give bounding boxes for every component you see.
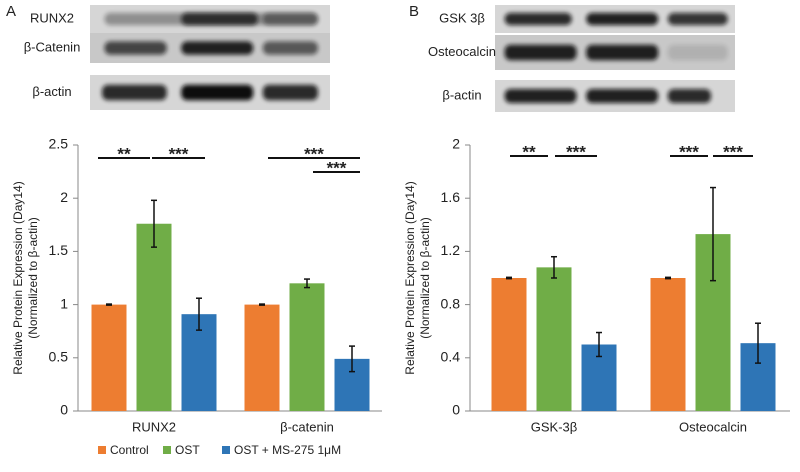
x-tick-label: RUNX2 bbox=[132, 419, 176, 434]
y-axis-label-line: (Normalized to β-actin) bbox=[418, 217, 432, 339]
blot-band bbox=[262, 12, 318, 26]
blot-label: GSK 3β bbox=[439, 10, 485, 25]
y-tick-label: 2 bbox=[452, 136, 460, 152]
blot-label: RUNX2 bbox=[30, 10, 74, 25]
blot-label: β-actin bbox=[442, 87, 481, 102]
y-axis-label: Relative Protein Expression (Day14)(Norm… bbox=[11, 181, 40, 374]
error-bar bbox=[506, 276, 512, 280]
x-tick-label: β-catenin bbox=[280, 419, 334, 434]
y-tick-label: 2.5 bbox=[49, 136, 69, 152]
y-tick-label: 2 bbox=[60, 189, 68, 205]
bar bbox=[136, 223, 172, 411]
blot-band bbox=[667, 88, 711, 104]
significance-label: *** bbox=[723, 142, 743, 161]
blot-band bbox=[667, 44, 728, 61]
bar bbox=[91, 304, 127, 411]
blot-band bbox=[262, 84, 318, 101]
y-axis-label-line: (Normalized to β-actin) bbox=[26, 217, 40, 339]
bar bbox=[650, 278, 686, 411]
blot-band bbox=[181, 41, 254, 55]
error-bar bbox=[196, 297, 202, 331]
error-bar bbox=[349, 345, 355, 373]
significance-label: *** bbox=[566, 142, 586, 161]
blot-band bbox=[102, 84, 167, 101]
y-tick-label: 1 bbox=[60, 295, 68, 311]
error-bar bbox=[551, 255, 557, 279]
significance-label: ** bbox=[117, 144, 131, 163]
blot-band bbox=[504, 12, 572, 26]
blot-band bbox=[504, 44, 577, 61]
panel-label: A bbox=[6, 3, 16, 20]
blot-band bbox=[586, 12, 659, 26]
blot-band bbox=[504, 88, 577, 104]
x-tick-label: GSK-3β bbox=[531, 419, 578, 434]
bar bbox=[244, 304, 280, 411]
blot-band bbox=[104, 41, 167, 55]
blot-band bbox=[262, 41, 318, 55]
blot-band bbox=[667, 12, 728, 26]
significance-label: *** bbox=[327, 158, 347, 177]
y-tick-label: 0.4 bbox=[441, 349, 461, 365]
y-tick-label: 0 bbox=[452, 402, 460, 418]
error-bar bbox=[304, 278, 310, 289]
error-bar bbox=[755, 322, 761, 364]
x-tick-label: Osteocalcin bbox=[679, 419, 747, 434]
error-bar bbox=[710, 186, 716, 282]
panel-label: B bbox=[409, 3, 419, 20]
y-axis-label-line: Relative Protein Expression (Day14) bbox=[11, 181, 25, 374]
blot-band bbox=[181, 12, 258, 26]
error-bar bbox=[259, 303, 265, 306]
bar bbox=[491, 278, 527, 411]
blot-label: β-actin bbox=[32, 84, 71, 99]
legend-label: Control bbox=[110, 443, 149, 457]
bar bbox=[289, 283, 325, 411]
blot-label: β-Catenin bbox=[24, 39, 81, 54]
error-bar bbox=[106, 303, 112, 306]
significance-label: *** bbox=[169, 144, 189, 163]
blot-label: Osteocalcin bbox=[428, 44, 496, 59]
significance-label: *** bbox=[679, 142, 699, 161]
y-tick-label: 0.5 bbox=[49, 349, 69, 365]
error-bar bbox=[596, 331, 602, 358]
y-tick-label: 1.6 bbox=[441, 189, 461, 205]
blot-band bbox=[181, 84, 254, 101]
legend-label: OST + MS-275 1μM bbox=[234, 443, 341, 457]
y-tick-label: 0 bbox=[60, 402, 68, 418]
y-axis-label: Relative Protein Expression (Day14)(Norm… bbox=[403, 181, 432, 374]
legend-swatch bbox=[222, 446, 230, 454]
y-tick-label: 0.8 bbox=[441, 295, 461, 311]
significance-label: ** bbox=[522, 142, 536, 161]
legend-swatch bbox=[98, 446, 106, 454]
y-axis-label-line: Relative Protein Expression (Day14) bbox=[403, 181, 417, 374]
error-bar bbox=[665, 276, 671, 280]
y-tick-label: 1.5 bbox=[49, 242, 69, 258]
error-bar bbox=[151, 199, 157, 248]
blot-band bbox=[586, 88, 659, 104]
significance-label: *** bbox=[304, 144, 324, 163]
blot-band bbox=[586, 44, 659, 61]
y-tick-label: 1.2 bbox=[441, 242, 461, 258]
legend-swatch bbox=[163, 446, 171, 454]
legend-label: OST bbox=[175, 443, 200, 457]
bar bbox=[536, 267, 572, 411]
